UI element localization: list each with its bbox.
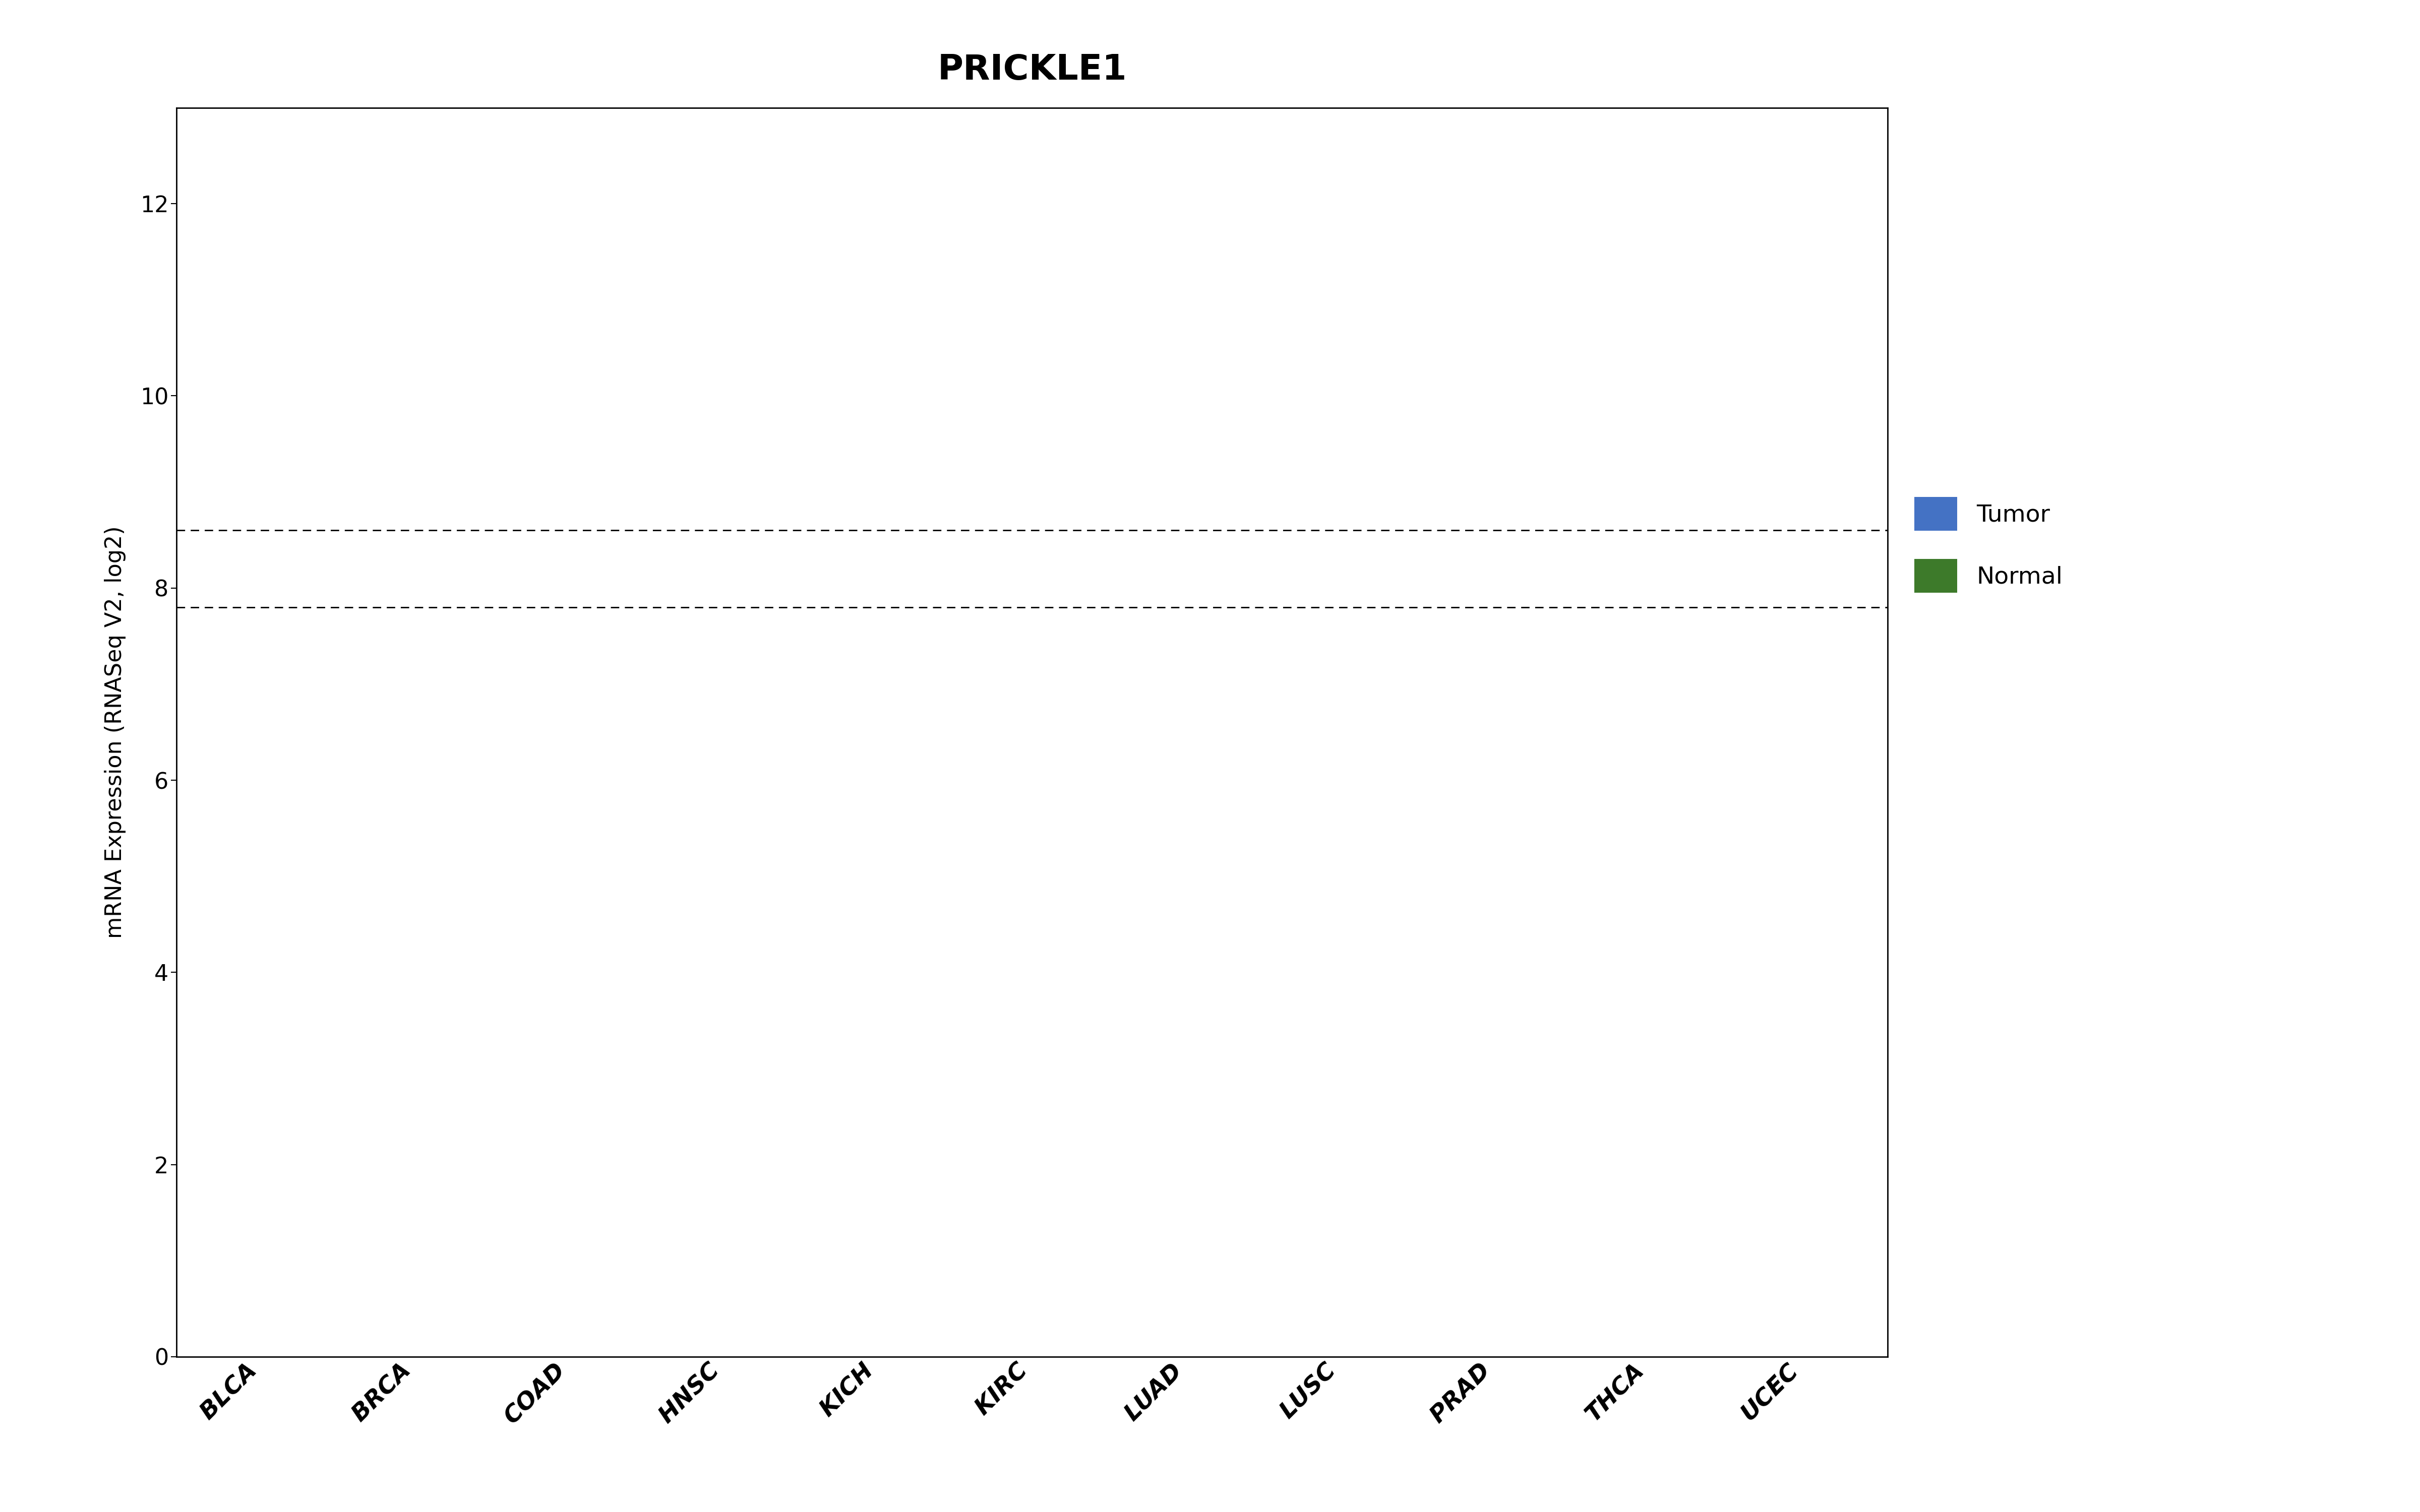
Title: PRICKLE1: PRICKLE1 bbox=[937, 53, 1128, 86]
Y-axis label: mRNA Expression (RNASeq V2, log2): mRNA Expression (RNASeq V2, log2) bbox=[104, 526, 126, 939]
Legend: Tumor, Normal: Tumor, Normal bbox=[1905, 487, 2072, 602]
